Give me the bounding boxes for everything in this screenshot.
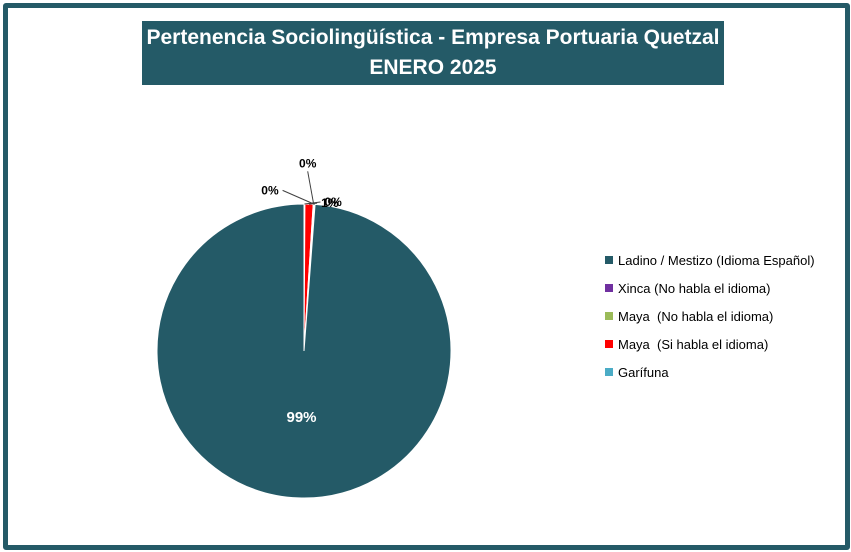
legend-swatch	[605, 340, 613, 348]
legend: Ladino / Mestizo (Idioma Español) Xinca (…	[605, 246, 815, 386]
legend-swatch	[605, 284, 613, 292]
legend-label: Ladino / Mestizo (Idioma Español)	[618, 252, 815, 268]
chart-title-box: Pertenencia Sociolingüística - Empresa P…	[142, 21, 724, 85]
legend-swatch	[605, 312, 613, 320]
leader-line-maya-no-habla-el-idioma	[307, 171, 315, 205]
legend-item-ladino-mestizo-idioma-espa-ol: Ladino / Mestizo (Idioma Español)	[605, 246, 815, 274]
chart-title: Pertenencia Sociolingüística - Empresa P…	[146, 26, 720, 49]
leader-line-xinca-no-habla-el-idioma	[282, 189, 315, 205]
data-label-gar-funa: 0%	[324, 195, 342, 209]
legend-item-maya-si-habla-el-idioma: Maya (Si habla el idioma)	[605, 330, 815, 358]
data-label-maya-si-habla-el-idioma: 1%	[321, 196, 339, 210]
legend-label: Maya (No habla el idioma)	[618, 308, 774, 324]
legend-item-maya-no-habla-el-idioma: Maya (No habla el idioma)	[605, 302, 815, 330]
legend-label: Garífuna	[618, 364, 669, 380]
leader-lines	[282, 171, 321, 205]
data-labels: 0%1%0%0%99%	[261, 156, 342, 426]
pie-slice-ladino-mestizo-idioma-espa-ol	[156, 203, 452, 499]
legend-item-gar-funa: Garífuna	[605, 358, 815, 386]
data-label-maya-no-habla-el-idioma: 0%	[299, 156, 317, 170]
data-label-ladino-mestizo-idioma-espa-ol: 99%	[286, 409, 316, 426]
data-label-xinca-no-habla-el-idioma: 0%	[261, 183, 279, 197]
legend-label: Xinca (No habla el idioma)	[618, 280, 771, 296]
legend-label: Maya (Si habla el idioma)	[618, 336, 769, 352]
legend-swatch	[605, 256, 613, 264]
legend-item-xinca-no-habla-el-idioma: Xinca (No habla el idioma)	[605, 274, 815, 302]
legend-swatch	[605, 368, 613, 376]
chart-subtitle: ENERO 2025	[369, 56, 497, 79]
pie-slices	[156, 203, 452, 499]
